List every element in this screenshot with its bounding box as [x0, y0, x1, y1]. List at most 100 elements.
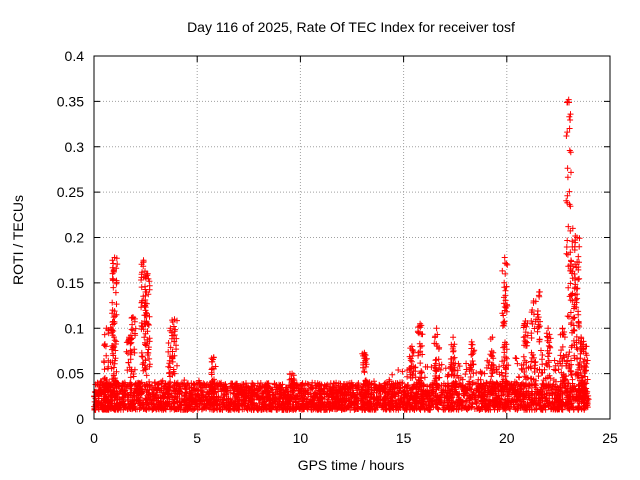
data-point [584, 357, 591, 364]
data-point [190, 380, 197, 387]
data-point [299, 380, 306, 387]
data-point [409, 353, 416, 359]
data-point [530, 400, 537, 407]
data-point [345, 403, 352, 410]
data-point [173, 335, 180, 342]
data-point [95, 395, 102, 402]
x-tick-label: 25 [602, 430, 618, 446]
data-point [169, 358, 176, 365]
data-point [567, 309, 574, 316]
data-point [479, 406, 486, 412]
data-point [127, 332, 134, 339]
data-point [563, 389, 570, 396]
data-point [500, 300, 507, 307]
data-point [511, 389, 518, 396]
data-point [530, 351, 536, 358]
data-point [230, 405, 237, 412]
data-point [383, 406, 389, 413]
data-point [442, 365, 449, 372]
data-point [169, 395, 176, 401]
data-point [105, 399, 112, 406]
data-point [304, 404, 310, 411]
data-point [574, 234, 580, 241]
data-point [366, 399, 373, 406]
data-point [156, 380, 163, 387]
data-point [524, 332, 531, 339]
data-point [546, 331, 553, 338]
data-point [248, 386, 255, 393]
data-point [545, 325, 552, 332]
data-point [503, 354, 509, 361]
data-point [561, 334, 568, 341]
data-point [351, 393, 358, 399]
data-point [465, 403, 472, 410]
data-point [145, 404, 152, 411]
data-point [120, 401, 127, 408]
data-point [456, 380, 463, 387]
data-point [394, 404, 401, 411]
data-point [170, 323, 177, 330]
data-point [364, 386, 371, 392]
y-tick-label: 0.3 [65, 139, 85, 155]
data-point [307, 384, 314, 390]
data-point [368, 382, 375, 388]
data-point [128, 315, 135, 321]
data-point [356, 390, 363, 397]
data-point [478, 392, 485, 398]
data-point [568, 292, 575, 299]
data-point [138, 274, 145, 281]
data-point [154, 391, 161, 398]
y-tick-label: 0.15 [57, 275, 84, 291]
data-point [380, 406, 387, 413]
data-point [110, 364, 117, 371]
data-point [134, 380, 141, 387]
data-point [426, 392, 433, 399]
data-point [207, 400, 214, 407]
data-point [111, 308, 118, 315]
data-point [565, 405, 572, 412]
data-point [167, 344, 174, 351]
data-point [151, 379, 158, 386]
data-point [520, 324, 527, 331]
data-point [210, 388, 217, 395]
data-point [499, 402, 506, 409]
data-point [580, 385, 586, 392]
data-point [143, 381, 150, 388]
data-point [142, 321, 149, 328]
data-point [448, 391, 455, 398]
data-point [504, 379, 511, 386]
data-point [397, 384, 404, 391]
data-point [563, 133, 570, 139]
data-point [547, 389, 554, 396]
data-point [544, 337, 551, 344]
data-point [429, 398, 436, 405]
data-point [522, 340, 529, 346]
data-point [142, 365, 149, 372]
data-point [557, 384, 564, 391]
x-axis-label: GPS time / hours [298, 457, 405, 473]
data-point [316, 387, 323, 394]
data-point [531, 325, 538, 332]
data-point [206, 406, 213, 413]
data-point [557, 378, 564, 385]
data-point [487, 365, 494, 372]
data-point [109, 389, 116, 395]
data-point [565, 223, 572, 230]
data-point [279, 406, 286, 413]
data-point [142, 399, 149, 406]
data-point [459, 404, 466, 411]
data-point [143, 300, 150, 307]
data-point [575, 318, 582, 325]
data-point [119, 386, 126, 393]
data-point [532, 377, 539, 384]
y-axis-label: ROTI / TECUs [10, 195, 26, 285]
data-point [101, 331, 108, 338]
data-point [503, 341, 510, 348]
data-point [361, 406, 368, 413]
data-point [193, 401, 200, 408]
data-point [139, 353, 146, 360]
data-point [217, 383, 224, 390]
data-point [533, 406, 540, 413]
data-point [417, 386, 424, 393]
data-point [290, 388, 297, 395]
